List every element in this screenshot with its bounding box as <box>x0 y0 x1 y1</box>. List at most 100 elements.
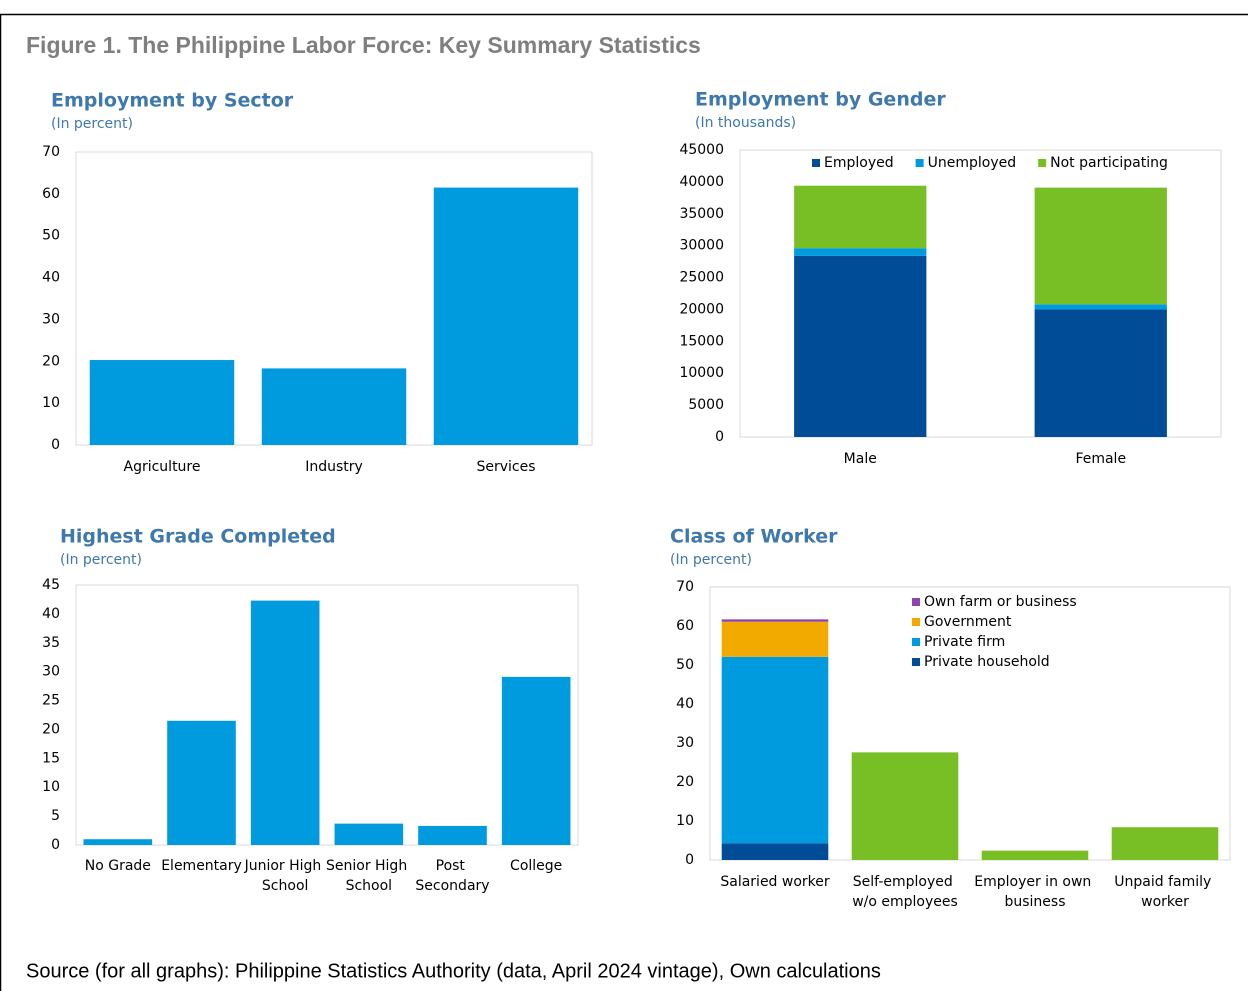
legend-swatch <box>912 658 920 666</box>
y-tick-label: 40 <box>42 606 60 622</box>
y-tick-label: 60 <box>42 186 60 202</box>
y-tick-label: 15 <box>42 750 60 766</box>
chart-subtitle: (In percent) <box>51 116 133 132</box>
y-tick-label: 30000 <box>679 238 724 254</box>
bar <box>721 619 829 622</box>
y-tick-label: 70 <box>42 144 60 160</box>
bar <box>89 360 235 445</box>
legend-swatch <box>1038 159 1047 167</box>
chart-subtitle: (In percent) <box>670 552 752 568</box>
bar <box>334 823 404 845</box>
legend-label: Private firm <box>924 634 1005 650</box>
x-tick-label: Junior High School <box>244 858 326 894</box>
y-tick-label: 40 <box>676 696 694 712</box>
y-tick-label: 15000 <box>679 333 724 349</box>
x-tick-label: Services <box>476 459 535 475</box>
legend-label: Own farm or business <box>924 594 1077 610</box>
y-tick-label: 40 <box>42 270 60 286</box>
bar <box>794 185 927 249</box>
x-tick-label: Unpaid family worker <box>1114 874 1215 910</box>
plot-frame <box>709 586 1231 861</box>
bar <box>721 843 829 860</box>
legend-swatch <box>812 159 820 167</box>
source-note: Source (for all graphs): Philippine Stat… <box>26 960 881 982</box>
figure-border <box>0 13 1248 991</box>
x-tick-label: Industry <box>305 459 363 475</box>
y-tick-label: 60 <box>676 618 694 634</box>
y-tick-label: 35000 <box>679 206 724 222</box>
y-tick-label: 10 <box>42 395 60 411</box>
bar <box>721 656 829 844</box>
y-tick-label: 25000 <box>679 270 724 286</box>
y-tick-label: 20 <box>42 721 60 737</box>
legend-label: Government <box>924 614 1012 630</box>
y-tick-label: 5 <box>51 808 60 824</box>
y-tick-label: 10 <box>676 813 694 829</box>
legend-swatch <box>915 159 924 167</box>
y-tick-label: 50 <box>42 228 60 244</box>
legend-label: Employed <box>824 155 894 171</box>
y-tick-label: 0 <box>51 437 60 453</box>
bar <box>433 187 579 446</box>
y-tick-label: 30 <box>42 664 60 680</box>
y-tick-label: 20 <box>676 774 694 790</box>
x-tick-label: No Grade <box>85 858 151 874</box>
bar <box>167 720 236 845</box>
chart-title: Employment by Sector <box>51 90 294 112</box>
bar <box>794 255 927 437</box>
plot-frame <box>75 584 579 846</box>
bar <box>1034 304 1167 310</box>
legend-swatch <box>912 638 920 646</box>
y-tick-label: 50 <box>676 657 694 673</box>
chart-subtitle: (In percent) <box>60 552 142 568</box>
y-tick-label: 70 <box>676 579 694 595</box>
bar <box>250 600 320 845</box>
chart-title: Highest Grade Completed <box>60 526 336 548</box>
y-tick-label: 30 <box>42 311 60 327</box>
x-tick-label: Self-employed w/o employees <box>852 874 958 910</box>
x-tick-label: Agriculture <box>124 459 201 475</box>
bar <box>794 248 927 256</box>
legend-label: Unemployed <box>928 155 1017 171</box>
legend-label: Private household <box>924 654 1050 670</box>
y-tick-label: 20 <box>42 353 60 369</box>
y-tick-label: 45000 <box>679 142 724 158</box>
bar <box>851 752 959 860</box>
chart-subtitle: (In thousands) <box>695 115 796 131</box>
chart-title: Class of Worker <box>670 526 838 548</box>
legend-label: Not participating <box>1050 155 1168 171</box>
plot-frame <box>739 149 1222 438</box>
y-tick-label: 45 <box>42 577 60 593</box>
y-tick-label: 5000 <box>688 397 724 413</box>
bar <box>83 839 153 845</box>
bar <box>418 825 487 845</box>
y-tick-label: 0 <box>51 837 60 853</box>
y-tick-label: 20000 <box>679 301 724 317</box>
x-tick-label: College <box>510 858 562 874</box>
y-tick-label: 0 <box>715 429 724 445</box>
y-tick-label: 30 <box>676 735 694 751</box>
y-tick-label: 35 <box>42 635 60 651</box>
bar <box>721 621 829 657</box>
figure-title: Figure 1. The Philippine Labor Force: Ke… <box>26 32 701 58</box>
bar <box>1111 827 1219 860</box>
legend-swatch <box>912 598 920 606</box>
chart-title: Employment by Gender <box>695 89 946 111</box>
y-tick-label: 10000 <box>679 365 724 381</box>
y-tick-label: 10 <box>42 779 60 795</box>
y-tick-label: 40000 <box>679 174 724 190</box>
x-tick-label: Elementary <box>161 858 242 874</box>
bar <box>1034 309 1167 437</box>
x-tick-label: Male <box>844 451 877 467</box>
x-tick-label: Employer in own business <box>974 874 1095 910</box>
y-tick-label: 0 <box>685 852 694 868</box>
legend-swatch <box>912 618 920 626</box>
bar <box>1034 187 1167 305</box>
x-tick-label: Female <box>1075 451 1126 467</box>
x-tick-label: Post Secondary <box>415 858 489 894</box>
x-tick-label: Salaried worker <box>720 874 830 890</box>
y-tick-label: 25 <box>42 693 60 709</box>
bar <box>261 368 407 445</box>
bar <box>501 676 571 845</box>
